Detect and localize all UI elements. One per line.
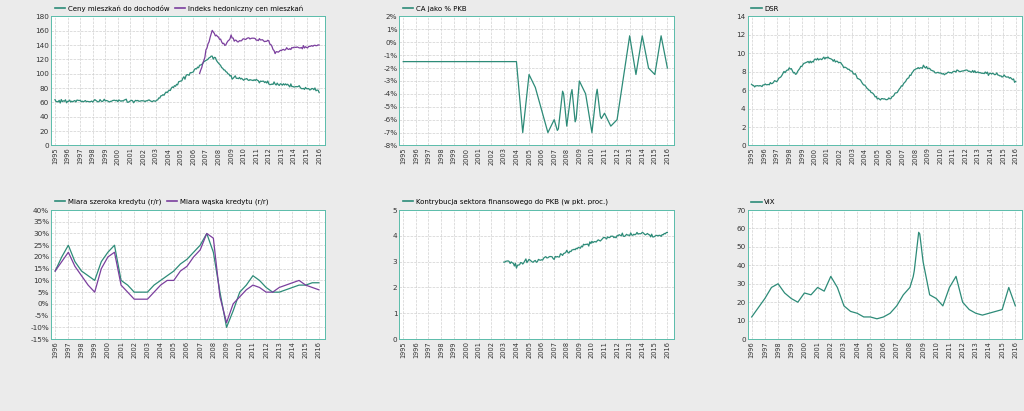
Legend: CA jako % PKB: CA jako % PKB	[402, 6, 467, 12]
Legend: Kontrybucja sektora finansowego do PKB (w pkt. proc.): Kontrybucja sektora finansowego do PKB (…	[402, 199, 608, 205]
Legend: Ceny mieszkań do dochodów, Indeks hedoniczny cen mieszkań: Ceny mieszkań do dochodów, Indeks hedoni…	[54, 5, 303, 12]
Legend: VIX: VIX	[752, 199, 776, 205]
Legend: DSR: DSR	[752, 6, 779, 12]
Legend: Miara szeroka kredytu (r/r), Miara wąska kredytu (r/r): Miara szeroka kredytu (r/r), Miara wąska…	[54, 199, 268, 205]
